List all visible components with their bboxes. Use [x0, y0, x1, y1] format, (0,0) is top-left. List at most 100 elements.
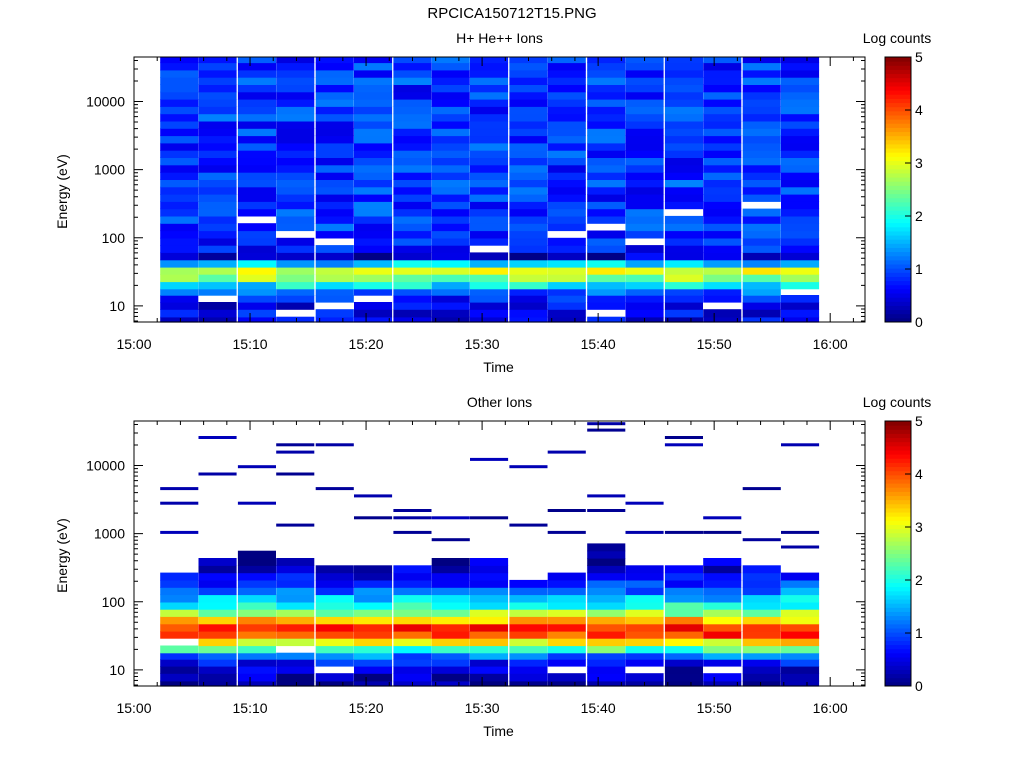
heatmap-cell — [664, 237, 703, 246]
heatmap-cell — [276, 680, 315, 687]
heatmap-cell — [664, 587, 703, 596]
heatmap-cell — [431, 638, 470, 647]
colorbar-step — [885, 119, 911, 124]
colorbar-tick-label: 4 — [915, 466, 923, 482]
heatmap-cell — [276, 565, 315, 574]
heatmap-cell — [237, 558, 276, 566]
heatmap-cell — [625, 673, 664, 682]
heatmap-cell — [315, 150, 354, 158]
heatmap-cell — [198, 135, 237, 144]
heatmap-cell — [742, 616, 781, 625]
heatmap-cell — [393, 579, 432, 588]
colorbar-step — [885, 570, 911, 575]
heatmap-cell — [237, 579, 276, 588]
heatmap-cell — [237, 99, 276, 107]
heatmap-cell — [742, 208, 781, 217]
y-tick-label: 100 — [102, 230, 126, 246]
heatmap-cell — [509, 281, 548, 290]
heatmap-cell — [509, 77, 548, 85]
x-axis: 15:00 15:10 15:20 15:30 15:40 15:50 16:00 Time — [116, 421, 854, 739]
heatmap-cell — [315, 84, 354, 93]
heatmap-cell — [393, 106, 432, 115]
heatmap-cell — [703, 57, 742, 64]
heatmap-cell — [276, 113, 315, 122]
heatmap-cell — [547, 150, 586, 158]
heatmap-cell — [625, 91, 664, 100]
heatmap-cell — [393, 120, 432, 129]
heatmap-cell — [431, 99, 470, 107]
heatmap-cell — [509, 179, 548, 188]
heatmap-cell — [431, 538, 470, 542]
heatmap-cell — [198, 179, 237, 188]
heatmap-cell — [470, 128, 509, 137]
heatmap-cell — [547, 77, 586, 85]
heatmap-cell — [393, 77, 432, 85]
heatmap-cell — [781, 659, 820, 667]
heatmap-cell — [781, 150, 820, 158]
heatmap-cell — [625, 128, 664, 137]
heatmap-cell — [625, 186, 664, 195]
heatmap-cell — [470, 302, 509, 310]
heatmap-cell — [470, 281, 509, 290]
colorbar-step — [885, 102, 911, 108]
heatmap-cell — [781, 62, 820, 71]
heatmap-cell — [703, 252, 742, 261]
heatmap-cell — [237, 501, 276, 505]
heatmap-cell — [781, 142, 820, 151]
heatmap-cell — [470, 91, 509, 100]
heatmap-cell — [587, 113, 626, 122]
heatmap-cell — [160, 252, 199, 261]
heatmap-cell — [664, 57, 703, 64]
heatmap-cell — [509, 309, 548, 318]
colorbar-step — [885, 565, 911, 571]
colorbar-step — [885, 309, 911, 315]
heatmap-cell — [160, 616, 199, 625]
heatmap-cell — [315, 623, 354, 632]
heatmap-cell — [237, 572, 276, 581]
heatmap-cell — [703, 267, 742, 275]
heatmap-cell — [237, 237, 276, 246]
heatmap-cell — [509, 623, 548, 632]
colorbar-step — [885, 462, 911, 468]
heatmap-cell — [276, 77, 315, 85]
heatmap-cell — [393, 509, 432, 512]
colorbar-step — [885, 487, 911, 492]
heatmap-cell — [742, 295, 781, 303]
heatmap-cell — [354, 245, 393, 253]
heatmap-cell — [160, 288, 199, 296]
heatmap-cell — [431, 208, 470, 217]
heatmap-cell — [742, 601, 781, 610]
colorbar-step — [885, 449, 911, 455]
colorbar-step — [885, 578, 911, 583]
heatmap-cell — [625, 281, 664, 290]
heatmap-cell — [393, 223, 432, 232]
heatmap-cell — [547, 120, 586, 129]
heatmap-cell — [587, 274, 626, 283]
heatmap-cell — [393, 208, 432, 217]
heatmap-cell — [354, 57, 393, 64]
heatmap-cell — [431, 69, 470, 78]
heatmap-cell — [470, 223, 509, 232]
heatmap-cell — [276, 259, 315, 268]
heatmap-cell — [703, 530, 742, 534]
colorbar-step — [885, 85, 911, 91]
heatmap-cell — [587, 281, 626, 290]
heatmap-cell — [354, 316, 393, 323]
heatmap-cell — [742, 128, 781, 137]
heatmap-cell — [276, 223, 315, 232]
heatmap-cell — [315, 652, 354, 660]
heatmap-cell — [198, 113, 237, 122]
heatmap-cell — [703, 645, 742, 654]
heatmap-cell — [509, 523, 548, 527]
colorbar-step — [885, 536, 911, 542]
heatmap-cell — [198, 594, 237, 603]
heatmap-cell — [354, 91, 393, 100]
colorbar-step — [885, 106, 911, 112]
heatmap-cell — [587, 186, 626, 195]
heatmap-cell — [160, 659, 199, 667]
heatmap-cell — [160, 645, 199, 654]
colorbar-step — [885, 73, 911, 79]
heatmap-cell — [431, 77, 470, 85]
colorbar-tick-label: 0 — [915, 314, 923, 330]
heatmap-cell — [547, 142, 586, 151]
